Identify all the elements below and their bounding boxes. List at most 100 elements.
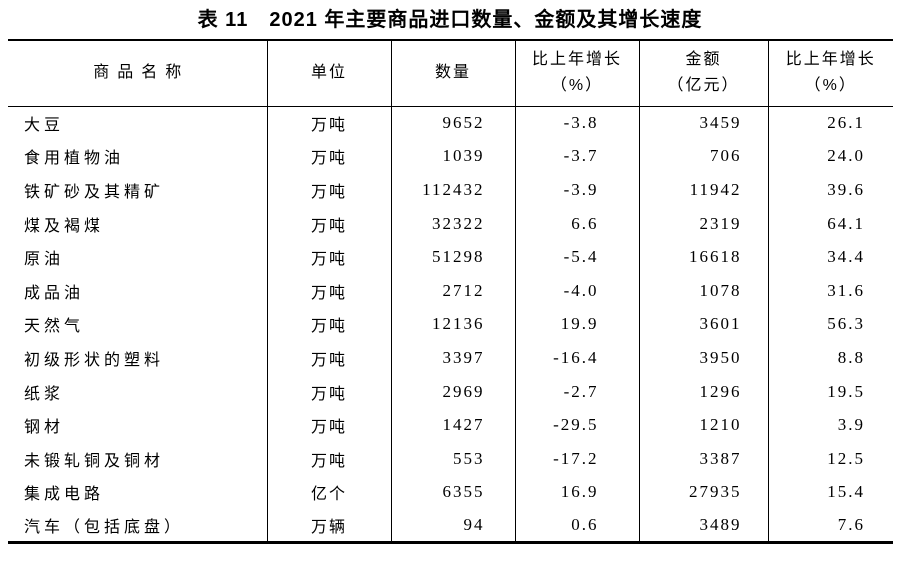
- unit-cell: 亿个: [267, 475, 392, 510]
- amount-growth-cell: 8.8: [837, 347, 865, 367]
- col-header-commodity-name: 商品名称: [8, 40, 268, 107]
- unit-cell: 万吨: [267, 408, 392, 442]
- unit-cell: 万吨: [267, 341, 392, 375]
- commodity-name-cell: 初级形状的塑料: [8, 341, 268, 375]
- amount-growth-cell: 3.9: [837, 415, 865, 435]
- commodity-name-cell: 铁矿砂及其精矿: [8, 173, 268, 207]
- unit-cell: 万吨: [267, 206, 392, 241]
- table-row: 纸浆 万吨 2969 -2.7 1296 19.5: [8, 374, 893, 409]
- table-header: 商品名称 单位 数量 比上年增长 （%） 金额 （亿元） 比上年增长 （%）: [8, 40, 893, 107]
- quantity-growth-cell: -3.9: [515, 173, 640, 207]
- table-row: 初级形状的塑料 万吨 3397 -16.4 3950 8.8: [8, 341, 893, 375]
- unit-cell: 万吨: [267, 441, 392, 476]
- commodity-name-cell: 煤及褐煤: [8, 206, 268, 241]
- col-header-unit: 单位: [267, 40, 392, 107]
- amount-cell: 706: [639, 139, 769, 174]
- quantity-growth-cell: -3.8: [515, 106, 640, 140]
- amount-growth-cell: 19.5: [827, 381, 865, 401]
- quantity-growth-cell: -16.4: [515, 341, 640, 375]
- amount-growth-cell: 56.3: [827, 314, 865, 334]
- commodity-name-cell: 钢材: [8, 408, 268, 442]
- amount-cell: 1078: [639, 273, 769, 308]
- amount-cell: 3601: [639, 307, 769, 342]
- amount-cell: 27935: [639, 475, 769, 510]
- quantity-growth-cell: -17.2: [515, 441, 640, 476]
- amount-growth-cell: 39.6: [827, 179, 865, 199]
- quantity-cell: 112432: [391, 173, 516, 207]
- table-row: 煤及褐煤 万吨 32322 6.6 2319 64.1: [8, 206, 893, 241]
- quantity-growth-cell: -2.7: [515, 374, 640, 409]
- quantity-cell: 2712: [391, 273, 516, 308]
- quantity-growth-cell: -4.0: [515, 273, 640, 308]
- amount-cell: 16618: [639, 240, 769, 274]
- unit-cell: 万吨: [267, 273, 392, 308]
- table-row: 原油 万吨 51298 -5.4 16618 34.4: [8, 240, 893, 274]
- commodity-name-cell: 汽车（包括底盘）: [8, 509, 268, 543]
- table-row: 大豆 万吨 9652 -3.8 3459 26.1: [8, 106, 893, 140]
- table-title: 表 11 2021 年主要商品进口数量、金额及其增长速度: [197, 9, 703, 31]
- amount-growth-cell: 12.5: [827, 448, 865, 468]
- table-row: 成品油 万吨 2712 -4.0 1078 31.6: [8, 273, 893, 308]
- import-commodities-table: 商品名称 单位 数量 比上年增长 （%） 金额 （亿元） 比上年增长 （%） 大…: [8, 39, 893, 545]
- quantity-growth-cell: -29.5: [515, 408, 640, 442]
- amount-growth-cell: 7.6: [837, 515, 865, 535]
- table-row: 铁矿砂及其精矿 万吨 112432 -3.9 11942 39.6: [8, 173, 893, 207]
- commodity-name-cell: 未锻轧铜及铜材: [8, 441, 268, 476]
- amount-cell: 11942: [639, 173, 769, 207]
- table-row: 未锻轧铜及铜材 万吨 553 -17.2 3387 12.5: [8, 441, 893, 476]
- quantity-growth-cell: 16.9: [515, 475, 640, 510]
- amount-cell: 3950: [639, 341, 769, 375]
- table-row: 天然气 万吨 12136 19.9 3601 56.3: [8, 307, 893, 342]
- quantity-cell: 1039: [391, 139, 516, 174]
- amount-growth-cell: 34.4: [827, 247, 865, 267]
- quantity-growth-cell: 6.6: [515, 206, 640, 241]
- amount-growth-cell: 64.1: [827, 213, 865, 233]
- quantity-cell: 12136: [391, 307, 516, 342]
- amount-growth-cell: 31.6: [827, 280, 865, 300]
- quantity-cell: 1427: [391, 408, 516, 442]
- table-body: 大豆 万吨 9652 -3.8 3459 26.1 食用植物油 万吨 1039 -3.7 706 24…: [8, 106, 893, 543]
- unit-cell: 万吨: [267, 106, 392, 140]
- col-header-quantity-growth: 比上年增长 （%）: [515, 40, 640, 107]
- quantity-cell: 2969: [391, 374, 516, 409]
- quantity-growth-cell: 19.9: [515, 307, 640, 342]
- amount-cell: 1296: [639, 374, 769, 409]
- table-row: 汽车（包括底盘） 万辆 94 0.6 3489 7.6: [8, 509, 893, 543]
- unit-cell: 万辆: [267, 509, 392, 543]
- amount-growth-cell: 15.4: [827, 482, 865, 502]
- amount-cell: 1210: [639, 408, 769, 442]
- quantity-cell: 6355: [391, 475, 516, 510]
- col-header-amount: 金额 （亿元）: [639, 40, 769, 107]
- quantity-cell: 32322: [391, 206, 516, 241]
- unit-cell: 万吨: [267, 139, 392, 174]
- commodity-name-cell: 大豆: [8, 106, 268, 140]
- commodity-name-cell: 食用植物油: [8, 139, 268, 174]
- commodity-name-cell: 天然气: [8, 307, 268, 342]
- quantity-growth-cell: -3.7: [515, 139, 640, 174]
- unit-cell: 万吨: [267, 307, 392, 342]
- quantity-growth-cell: 0.6: [515, 509, 640, 543]
- quantity-cell: 553: [391, 441, 516, 476]
- amount-cell: 3387: [639, 441, 769, 476]
- quantity-cell: 94: [391, 509, 516, 543]
- commodity-name-cell: 纸浆: [8, 374, 268, 409]
- unit-cell: 万吨: [267, 374, 392, 409]
- unit-cell: 万吨: [267, 240, 392, 274]
- amount-growth-cell: 24.0: [827, 146, 865, 166]
- header-row: 商品名称 单位 数量 比上年增长 （%） 金额 （亿元） 比上年增长 （%）: [8, 40, 893, 107]
- unit-cell: 万吨: [267, 173, 392, 207]
- table-row: 集成电路 亿个 6355 16.9 27935 15.4: [8, 475, 893, 510]
- amount-cell: 3489: [639, 509, 769, 543]
- col-header-quantity: 数量: [391, 40, 516, 107]
- commodity-name-cell: 原油: [8, 240, 268, 274]
- quantity-cell: 9652: [391, 106, 516, 140]
- amount-cell: 2319: [639, 206, 769, 241]
- amount-cell: 3459: [639, 106, 769, 140]
- table-row: 食用植物油 万吨 1039 -3.7 706 24.0: [8, 139, 893, 174]
- commodity-name-cell: 成品油: [8, 273, 268, 308]
- table-row: 钢材 万吨 1427 -29.5 1210 3.9: [8, 408, 893, 442]
- commodity-name-cell: 集成电路: [8, 475, 268, 510]
- col-header-amount-growth: 比上年增长 （%）: [768, 40, 893, 107]
- quantity-cell: 3397: [391, 341, 516, 375]
- quantity-growth-cell: -5.4: [515, 240, 640, 274]
